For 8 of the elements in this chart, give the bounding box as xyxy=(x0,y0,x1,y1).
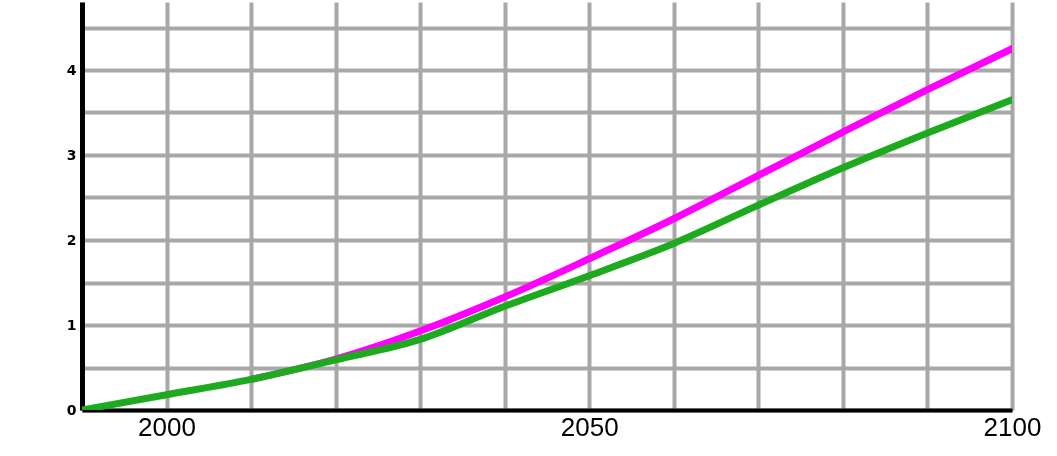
x-tick-label: 2050 xyxy=(560,411,619,442)
y-tick-label: 3 xyxy=(66,146,77,163)
x-tick-label: 2000 xyxy=(138,411,196,442)
y-tick-label: 2 xyxy=(66,231,77,248)
x-tick-label: 2100 xyxy=(983,411,1042,442)
y-tick-label: 0 xyxy=(66,401,77,418)
y-tick-label: 4 xyxy=(66,61,77,78)
y-tick-label: 1 xyxy=(66,316,77,333)
